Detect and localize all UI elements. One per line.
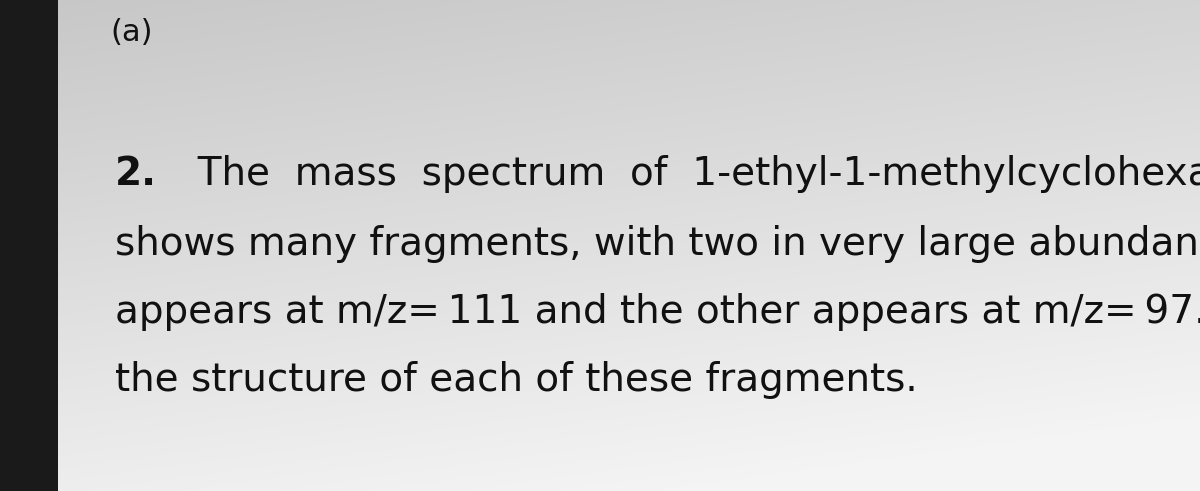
Text: the structure of each of these fragments.: the structure of each of these fragments… [115, 361, 918, 399]
Text: (a): (a) [110, 18, 152, 47]
Text: The  mass  spectrum  of  1-ethyl-1-methylcyclohexane: The mass spectrum of 1-ethyl-1-methylcyc… [173, 155, 1200, 193]
Text: 2.: 2. [115, 155, 157, 193]
Text: shows many fragments, with two in very large abundance. One: shows many fragments, with two in very l… [115, 225, 1200, 263]
Bar [0, 0, 58, 491]
Text: appears at m/z= 111 and the other appears at m/z= 97. Identify: appears at m/z= 111 and the other appear… [115, 293, 1200, 331]
